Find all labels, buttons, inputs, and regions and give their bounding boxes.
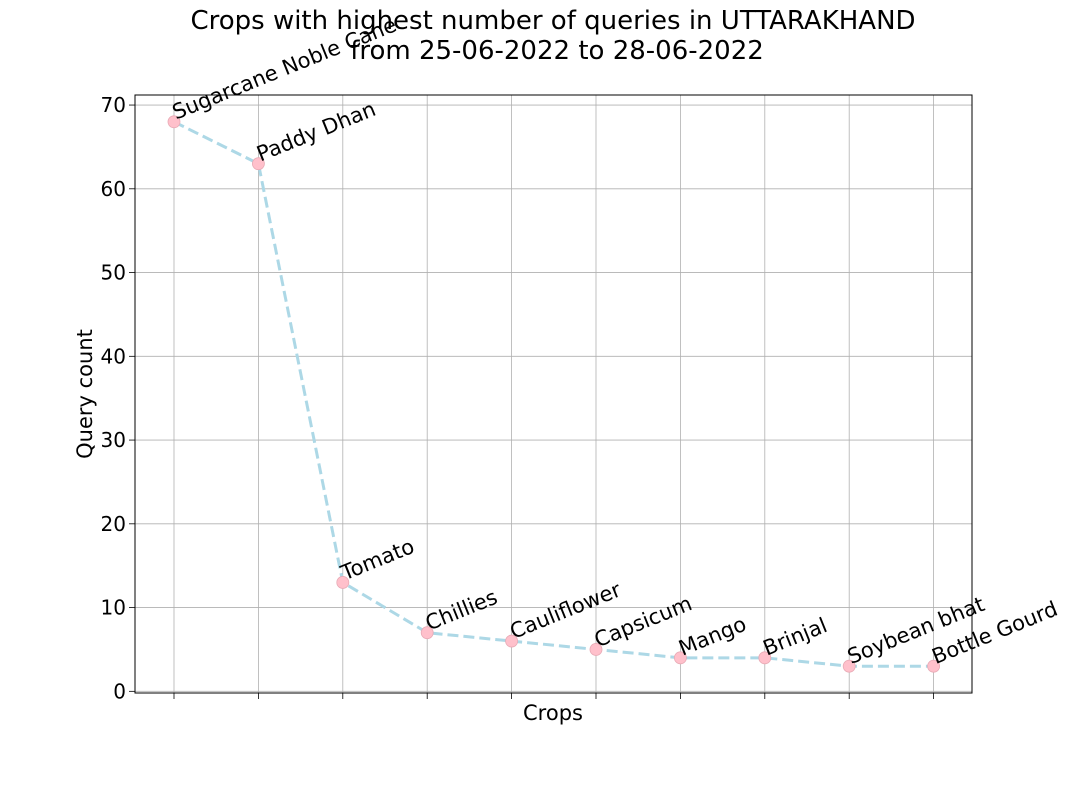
y-tick-label: 60 [101,177,126,201]
data-point-marker [758,651,772,665]
series-polyline [173,120,934,668]
y-tick-label: 70 [101,93,126,117]
data-point-marker [167,115,181,129]
plot-area-frame [134,94,973,694]
data-point-marker [842,659,856,673]
series-line [173,120,934,668]
y-tick-label: 10 [101,596,126,620]
grid [135,95,972,693]
y-tick-label: 20 [101,512,126,536]
y-axis-title: Query count [73,329,97,459]
x-axis-title: Crops [523,701,583,725]
y-tick-label: 40 [101,344,126,368]
chart-title-line-2: from 25-06-2022 to 28-06-2022 [350,36,764,66]
y-tick-label: 0 [113,679,126,703]
series-markers [167,115,940,673]
chart-title-line-1: Crops with highest number of queries in … [190,6,915,36]
axis-ticks: 0 10 20 30 40 50 60 70 [101,93,934,703]
data-point-marker [589,643,603,656]
data-point-marker [420,626,434,640]
data-point-marker [251,157,265,171]
data-point-marker [927,659,940,673]
data-point-marker [505,634,519,648]
y-tick-label: 50 [101,261,126,285]
data-point-marker [336,576,350,589]
data-point-marker [674,651,687,665]
y-tick-label: 30 [101,428,126,452]
